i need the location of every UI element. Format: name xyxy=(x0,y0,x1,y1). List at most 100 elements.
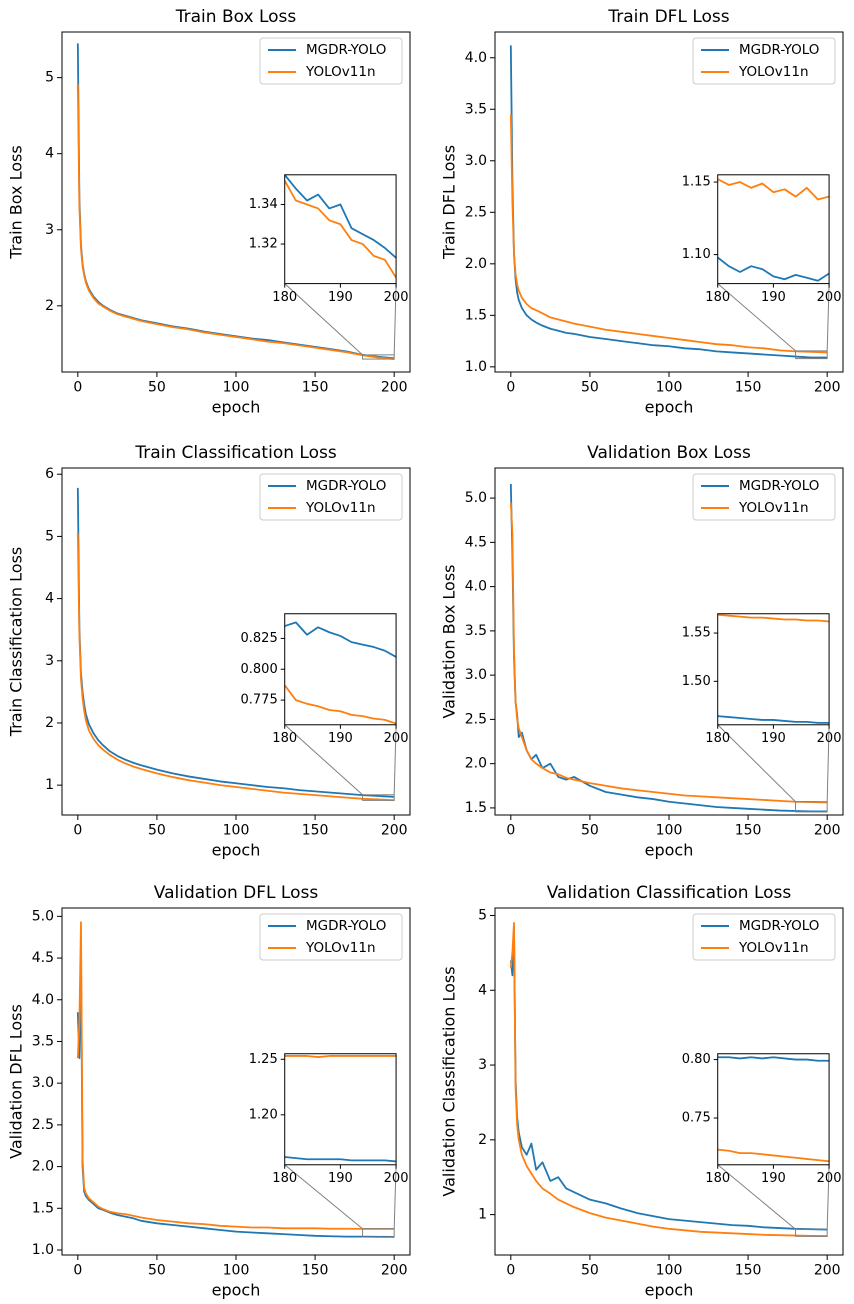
y-tick-label: 6 xyxy=(45,466,54,482)
x-tick-label: 200 xyxy=(814,823,841,839)
zoom-region xyxy=(795,1228,828,1237)
chart-title: Train Box Loss xyxy=(175,7,297,27)
axes-frame xyxy=(494,907,844,1256)
zoom-connector xyxy=(284,1164,363,1230)
legend-label: YOLOv11n xyxy=(305,64,376,80)
y-tick-label: 1.20 xyxy=(249,1107,278,1122)
x-tick-label: 200 xyxy=(817,290,842,305)
zoom-region xyxy=(362,1228,395,1238)
y-axis-label: Train Classification Loss xyxy=(7,547,26,738)
line-series xyxy=(509,502,828,804)
line-series xyxy=(284,1055,397,1058)
x-tick-label: 0 xyxy=(73,380,82,396)
y-tick-label: 2 xyxy=(45,715,54,731)
line-series xyxy=(76,83,395,360)
y-tick-label: 4 xyxy=(478,982,487,998)
legend-label: YOLOv11n xyxy=(738,64,809,80)
line-series xyxy=(717,715,830,724)
y-tick-label: 1.15 xyxy=(682,175,711,190)
plot-area xyxy=(509,45,828,359)
x-tick-label: 190 xyxy=(328,731,353,746)
chart-title: Train Classification Loss xyxy=(134,443,337,463)
x-tick-label: 100 xyxy=(223,380,250,396)
zoom-connector xyxy=(284,724,363,796)
y-tick-label: 3.0 xyxy=(32,1075,54,1091)
y-tick-label: 4.5 xyxy=(32,950,54,966)
line-series xyxy=(717,178,830,201)
y-axis-label: Validation Classification Loss xyxy=(440,966,459,1196)
legend-label: YOLOv11n xyxy=(738,940,809,956)
inset-frame xyxy=(717,174,830,285)
x-tick-label: 150 xyxy=(302,1263,329,1279)
line-series xyxy=(509,922,828,1237)
zoom-connector xyxy=(717,1164,796,1230)
plot-area xyxy=(717,1056,830,1163)
legend-label: YOLOv11n xyxy=(305,500,376,516)
x-tick-label: 100 xyxy=(656,823,683,839)
x-tick-label: 200 xyxy=(381,823,408,839)
y-tick-label: 2.5 xyxy=(465,204,487,220)
x-tick-label: 200 xyxy=(814,380,841,396)
x-tick-label: 100 xyxy=(656,380,683,396)
axes-background xyxy=(284,1053,397,1165)
x-tick-label: 200 xyxy=(384,290,409,305)
x-tick-label: 200 xyxy=(384,731,409,746)
y-tick-label: 5 xyxy=(45,70,54,86)
chart-title: Validation Classification Loss xyxy=(547,883,792,903)
line-series xyxy=(76,487,395,798)
y-tick-label: 0.775 xyxy=(241,693,278,708)
plot-area xyxy=(76,921,395,1238)
line-series xyxy=(509,483,828,813)
axes-background xyxy=(717,613,830,725)
legend-label: MGDR-YOLO xyxy=(739,42,819,58)
y-tick-label: 2.0 xyxy=(465,256,487,272)
y-tick-label: 0.80 xyxy=(682,1052,711,1067)
x-tick-label: 100 xyxy=(223,1263,250,1279)
y-tick-label: 5 xyxy=(45,528,54,544)
y-tick-label: 5 xyxy=(478,907,487,923)
x-axis-label: epoch xyxy=(212,398,261,417)
axes-background xyxy=(284,613,397,725)
inset-frame xyxy=(717,1053,830,1166)
y-tick-label: 0.825 xyxy=(241,631,278,646)
x-tick-label: 180 xyxy=(272,1171,297,1186)
x-tick-label: 150 xyxy=(302,380,329,396)
plot-area xyxy=(717,178,830,282)
y-tick-label: 1.34 xyxy=(249,197,278,212)
zoom-connector xyxy=(284,283,363,356)
y-axis-label: Train Box Loss xyxy=(7,145,26,259)
zoom-region xyxy=(362,354,395,360)
y-tick-label: 4 xyxy=(45,146,54,162)
x-tick-label: 190 xyxy=(761,290,786,305)
y-tick-label: 1.5 xyxy=(465,307,487,323)
line-series xyxy=(76,533,395,802)
y-tick-label: 1.0 xyxy=(32,1242,54,1258)
zoom-connector xyxy=(717,283,796,352)
y-axis-label: Validation Box Loss xyxy=(440,564,459,718)
line-series xyxy=(76,957,395,1238)
x-tick-label: 180 xyxy=(705,290,730,305)
x-tick-label: 150 xyxy=(735,380,762,396)
y-tick-label: 1.55 xyxy=(682,626,711,641)
plot-area xyxy=(76,43,395,360)
line-series xyxy=(717,1056,830,1062)
x-axis-label: epoch xyxy=(645,398,694,417)
zoom-region xyxy=(362,794,395,801)
inset-frame xyxy=(284,613,397,726)
zoom-connector xyxy=(826,283,830,351)
zoom-connector xyxy=(393,283,397,355)
y-tick-label: 1 xyxy=(45,777,54,793)
x-tick-label: 150 xyxy=(302,823,329,839)
chart-title: Train DFL Loss xyxy=(607,7,729,27)
x-tick-label: 150 xyxy=(735,823,762,839)
plot-area xyxy=(284,174,397,279)
x-tick-label: 150 xyxy=(735,1263,762,1279)
line-series xyxy=(717,1148,830,1163)
y-tick-label: 2.5 xyxy=(465,711,487,727)
y-tick-label: 2.5 xyxy=(32,1117,54,1133)
x-tick-label: 200 xyxy=(814,1263,841,1279)
plot-area xyxy=(284,621,397,725)
x-tick-label: 50 xyxy=(581,1263,599,1279)
y-tick-label: 1.10 xyxy=(682,247,711,262)
